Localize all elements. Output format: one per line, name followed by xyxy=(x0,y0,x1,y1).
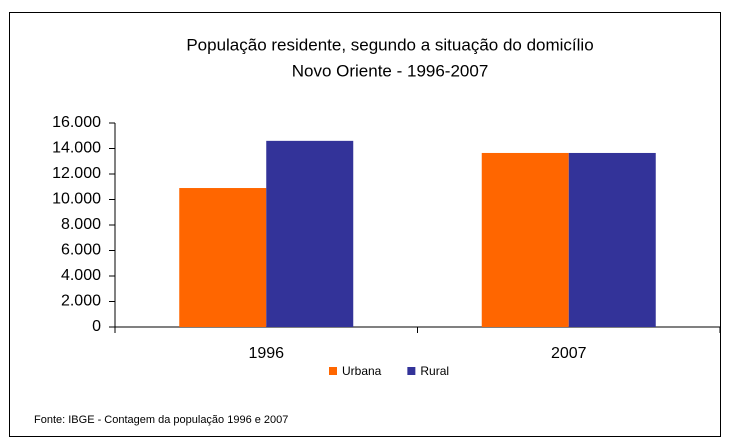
y-tick-label: 12.000 xyxy=(52,165,101,182)
y-tick-label: 16.000 xyxy=(52,114,101,131)
x-tick-label: 2007 xyxy=(551,345,587,362)
y-tick-label: 0 xyxy=(92,318,101,335)
x-tick-label: 1996 xyxy=(248,345,284,362)
y-tick-label: 8.000 xyxy=(61,216,101,233)
bar xyxy=(568,152,656,327)
legend-swatch xyxy=(407,367,416,375)
source-note: Fonte: IBGE - Contagem da população 1996… xyxy=(34,414,288,426)
bar xyxy=(266,140,354,327)
legend-label: Rural xyxy=(420,364,449,378)
y-tick-label: 10.000 xyxy=(52,191,101,208)
chart-subtitle: Novo Oriente - 1996-2007 xyxy=(292,61,489,80)
chart-title: População residente, segundo a situação … xyxy=(186,35,593,54)
bar xyxy=(179,188,267,327)
legend-swatch xyxy=(329,367,337,375)
legend-label: Urbana xyxy=(342,364,382,378)
y-tick-label: 14.000 xyxy=(52,140,101,157)
bar xyxy=(481,152,569,327)
y-tick-label: 2.000 xyxy=(61,293,101,310)
y-tick-label: 6.000 xyxy=(61,242,101,259)
y-tick-label: 4.000 xyxy=(61,267,101,284)
